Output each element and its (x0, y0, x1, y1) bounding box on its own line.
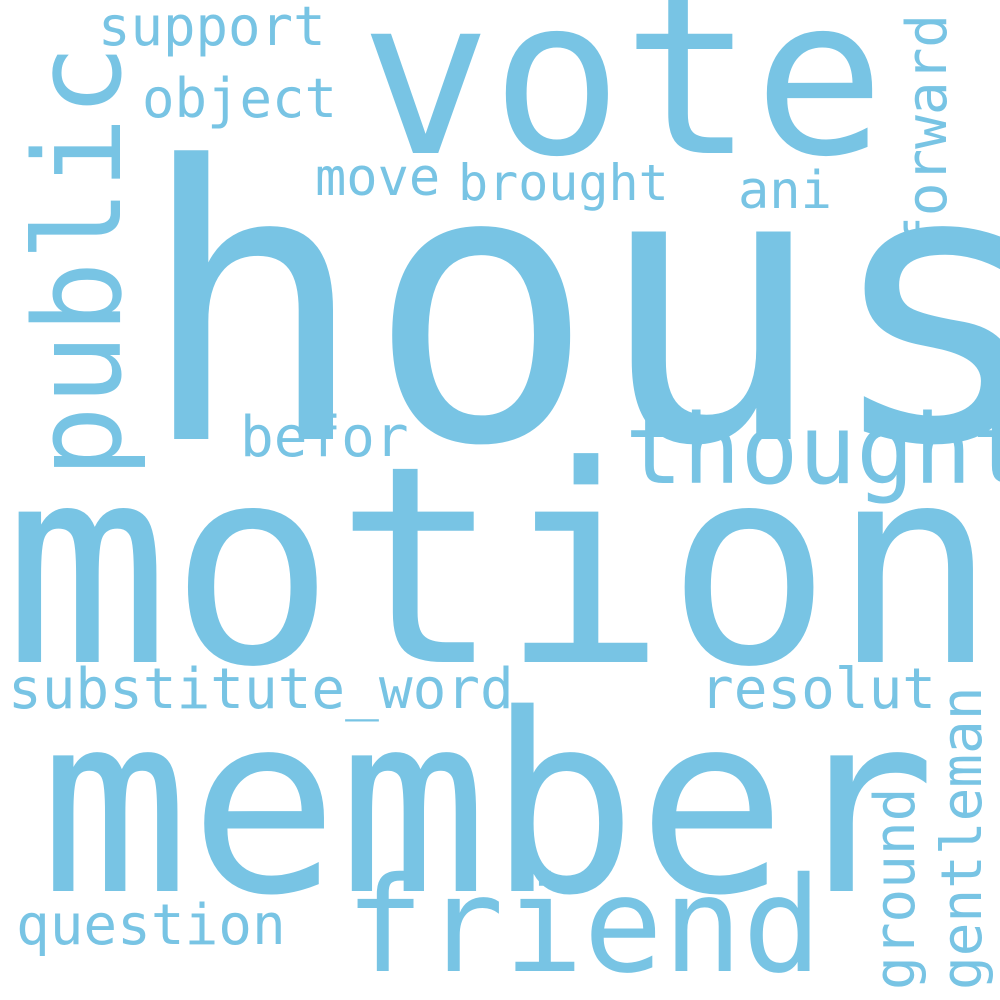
word-resolut: resolut (700, 657, 937, 722)
word-gentleman: gentleman (930, 686, 995, 990)
word-object: object (142, 67, 338, 130)
word-support: support (98, 0, 326, 58)
word-ani: ani (738, 161, 832, 221)
word-question: question (16, 893, 286, 958)
word-thought: thought (625, 394, 1000, 506)
word-member: member (40, 662, 936, 950)
word-vote: vote (360, 0, 885, 205)
word-befor: befor (240, 405, 409, 470)
word-ground: ground (863, 787, 928, 990)
word-friend: friend (345, 849, 822, 1000)
word-substitute-word: substitute_word (8, 657, 514, 722)
word-motion: motion (4, 407, 998, 727)
word-brought: brought (458, 154, 669, 212)
word-public: public (10, 44, 149, 478)
word-forward: forward (895, 13, 960, 250)
word-move: move (315, 148, 441, 208)
word-hous: hous (138, 86, 1000, 529)
